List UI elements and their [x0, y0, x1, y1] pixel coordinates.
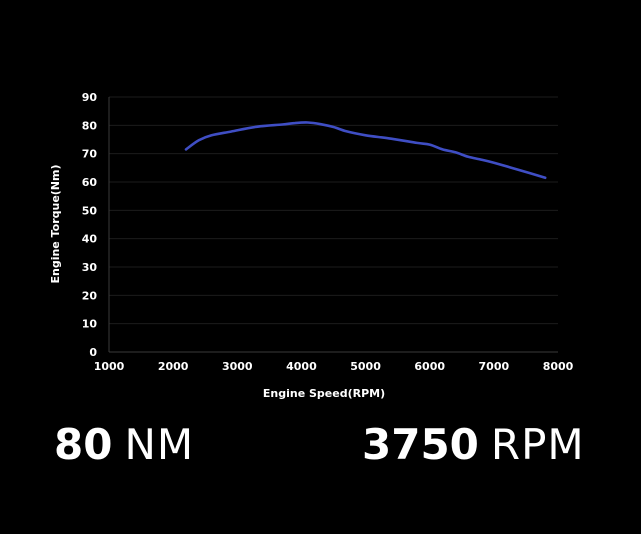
x-tick-label: 3000	[222, 360, 253, 373]
y-tick-label: 80	[82, 119, 98, 132]
speed-stat: 3750 RPM	[362, 420, 585, 470]
y-axis-title: Engine Torque(Nm)	[49, 164, 62, 283]
speed-unit: RPM	[490, 420, 585, 469]
y-tick-label: 40	[82, 233, 98, 246]
x-tick-label: 6000	[414, 360, 445, 373]
y-tick-label: 30	[82, 261, 98, 274]
y-tick-label: 70	[82, 148, 98, 161]
y-tick-label: 90	[82, 91, 98, 104]
torque-series-line	[184, 121, 547, 180]
torque-chart: 0 10 20 30 40 50 60 70 80 90 1000 2000 3000 4000 5000 6…	[49, 91, 574, 400]
grid-lines	[109, 96, 558, 325]
x-tick-label: 1000	[94, 360, 125, 373]
x-tick-label: 8000	[543, 360, 574, 373]
torque-stat: 80 NM	[54, 420, 194, 470]
y-tick-label: 50	[82, 204, 98, 217]
torque-unit: NM	[124, 420, 195, 469]
x-tick-label: 5000	[350, 360, 381, 373]
tick-labels: 0 10 20 30 40 50 60 70 80 90 1000 2000 3000 4000 5000 6…	[82, 91, 574, 373]
y-tick-label: 20	[82, 289, 98, 302]
speed-value: 3750	[362, 420, 479, 469]
y-tick-label: 60	[82, 176, 98, 189]
y-tick-label: 0	[89, 346, 97, 359]
y-tick-label: 10	[82, 318, 98, 331]
torque-value: 80	[54, 420, 113, 469]
series-layer	[184, 121, 547, 180]
x-tick-label: 7000	[479, 360, 510, 373]
x-axis-title: Engine Speed(RPM)	[263, 387, 385, 400]
x-tick-label: 2000	[158, 360, 189, 373]
axes	[108, 97, 558, 353]
x-tick-label: 4000	[286, 360, 317, 373]
